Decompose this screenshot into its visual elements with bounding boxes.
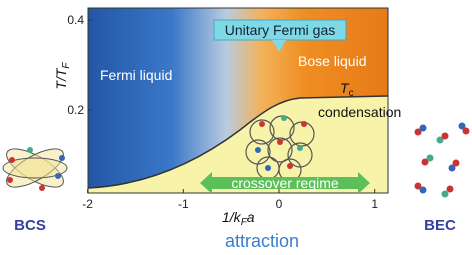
y-tick-label: 0.2 [67,103,84,117]
bcs-label: BCS [14,217,46,234]
bose-liquid-label: Bose liquid [298,53,367,69]
x-axis-label: 1/kFa [222,209,255,228]
x-tick-label: 0 [276,197,283,211]
x-tick-label: -2 [82,197,93,211]
phase-diagram: Unitary Fermi gas Fermi liquid Bose liqu… [0,0,472,255]
attraction-label: attraction [225,231,299,251]
crossover-label: crossover regime [231,175,339,191]
y-tick-label: 0.4 [67,13,84,27]
x-tick-label: -1 [178,197,189,211]
condensation-label: condensation [318,104,401,120]
unitary-label: Unitary Fermi gas [225,22,335,38]
bec-molecules [415,123,470,198]
bcs-orbits [1,142,68,195]
fermi-liquid-label: Fermi liquid [100,67,172,83]
y-axis-label: T/TF [53,62,72,90]
bec-label: BEC [424,217,456,234]
x-tick-label: 1 [371,197,378,211]
